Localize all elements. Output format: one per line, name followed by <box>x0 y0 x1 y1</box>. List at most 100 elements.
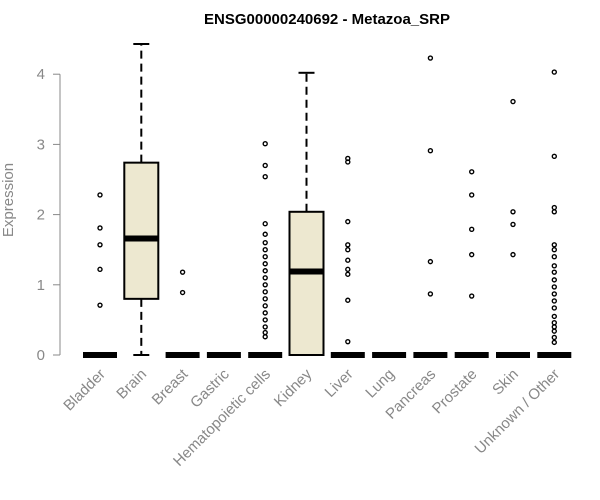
x-tick-label: Kidney <box>271 365 316 410</box>
box-iqr <box>288 210 325 356</box>
outlier-point <box>262 296 268 302</box>
box-group <box>288 71 325 356</box>
y-tick-label: 0 <box>37 347 45 364</box>
outlier-point <box>262 303 268 309</box>
chart-title: ENSG00000240692 - Metazoa_SRP <box>204 11 450 28</box>
y-tick-label: 1 <box>37 277 45 294</box>
outlier-point <box>345 218 351 225</box>
outlier-point <box>345 246 351 253</box>
outlier-point <box>510 251 516 258</box>
x-tick-label: Liver <box>322 366 357 401</box>
outlier-point <box>551 209 557 215</box>
box-group <box>496 98 530 358</box>
outlier-point <box>551 246 557 253</box>
outlier-point <box>97 192 103 198</box>
outlier-point <box>262 275 268 281</box>
outlier-point <box>510 209 516 215</box>
outlier-point <box>551 204 557 211</box>
outlier-point <box>551 269 557 275</box>
outlier-point <box>551 263 557 269</box>
y-tick-label: 3 <box>37 136 45 153</box>
outlier-point <box>510 98 516 105</box>
outlier-point <box>469 226 475 233</box>
outlier-point <box>551 69 557 75</box>
box-group <box>537 69 572 358</box>
outlier-point <box>551 277 557 283</box>
outlier-point <box>262 324 268 330</box>
outlier-point <box>262 254 268 260</box>
outlier-point <box>345 159 351 165</box>
outlier-point <box>262 221 268 227</box>
outlier-point <box>262 261 268 267</box>
outlier-point <box>179 289 186 296</box>
box-group <box>248 140 283 358</box>
outlier-point <box>551 339 557 346</box>
outlier-point <box>262 162 268 169</box>
outlier-point <box>469 251 475 258</box>
outlier-point <box>551 320 557 326</box>
outlier-point <box>262 329 268 336</box>
box-group <box>123 43 160 356</box>
x-tick-label: Skin <box>489 366 522 399</box>
outlier-point <box>551 298 557 304</box>
x-tick-label: Bladder <box>60 366 109 415</box>
outlier-point <box>262 246 268 253</box>
outlier-point <box>262 239 268 246</box>
outlier-point <box>97 225 103 231</box>
outlier-point <box>262 282 268 288</box>
outlier-point <box>551 305 557 311</box>
outlier-point <box>469 192 475 198</box>
y-axis: 0 1 2 3 4 <box>37 66 61 364</box>
outlier-point <box>345 266 351 273</box>
box-group <box>165 269 200 358</box>
box-iqr <box>123 161 160 300</box>
outlier-point <box>345 338 351 345</box>
outlier-point <box>427 148 434 154</box>
outlier-point <box>345 271 351 277</box>
y-tick-label: 4 <box>37 66 45 83</box>
outlier-point <box>427 258 434 265</box>
outlier-point <box>97 302 103 308</box>
outlier-point <box>345 297 351 303</box>
outlier-point <box>262 140 268 147</box>
outlier-point <box>179 269 186 275</box>
x-tick-label: Prostate <box>429 366 481 418</box>
outlier-point <box>551 334 557 341</box>
outlier-point <box>262 334 268 340</box>
outlier-point <box>469 169 475 175</box>
outlier-point <box>262 310 268 316</box>
outlier-point <box>551 254 557 260</box>
outlier-point <box>551 313 557 320</box>
outlier-point <box>551 328 557 334</box>
outlier-point <box>551 242 557 248</box>
x-tick-label: Brain <box>113 366 150 403</box>
outlier-point <box>551 153 557 160</box>
outlier-point <box>551 291 557 297</box>
outlier-point <box>262 317 268 323</box>
outlier-point <box>469 293 475 299</box>
y-axis-label: Expression <box>0 163 17 237</box>
outlier-point <box>551 324 557 330</box>
outlier-point <box>427 291 434 297</box>
outlier-point <box>345 242 351 248</box>
outlier-point <box>510 221 516 228</box>
box-group <box>413 55 448 358</box>
outlier-point <box>551 284 557 290</box>
outlier-point <box>97 242 103 248</box>
y-tick-label: 2 <box>37 207 45 224</box>
outlier-point <box>97 266 103 273</box>
outlier-point <box>262 268 268 274</box>
box-group <box>454 169 489 358</box>
outlier-point <box>262 289 268 295</box>
outlier-point <box>262 173 268 180</box>
x-tick-label: Breast <box>149 365 192 408</box>
box-series <box>83 43 572 358</box>
box-group <box>330 155 365 358</box>
outlier-point <box>427 55 434 61</box>
x-tick-label: Lung <box>362 366 398 402</box>
outlier-point <box>262 231 268 237</box>
box-group <box>83 192 117 358</box>
outlier-point <box>345 257 351 263</box>
